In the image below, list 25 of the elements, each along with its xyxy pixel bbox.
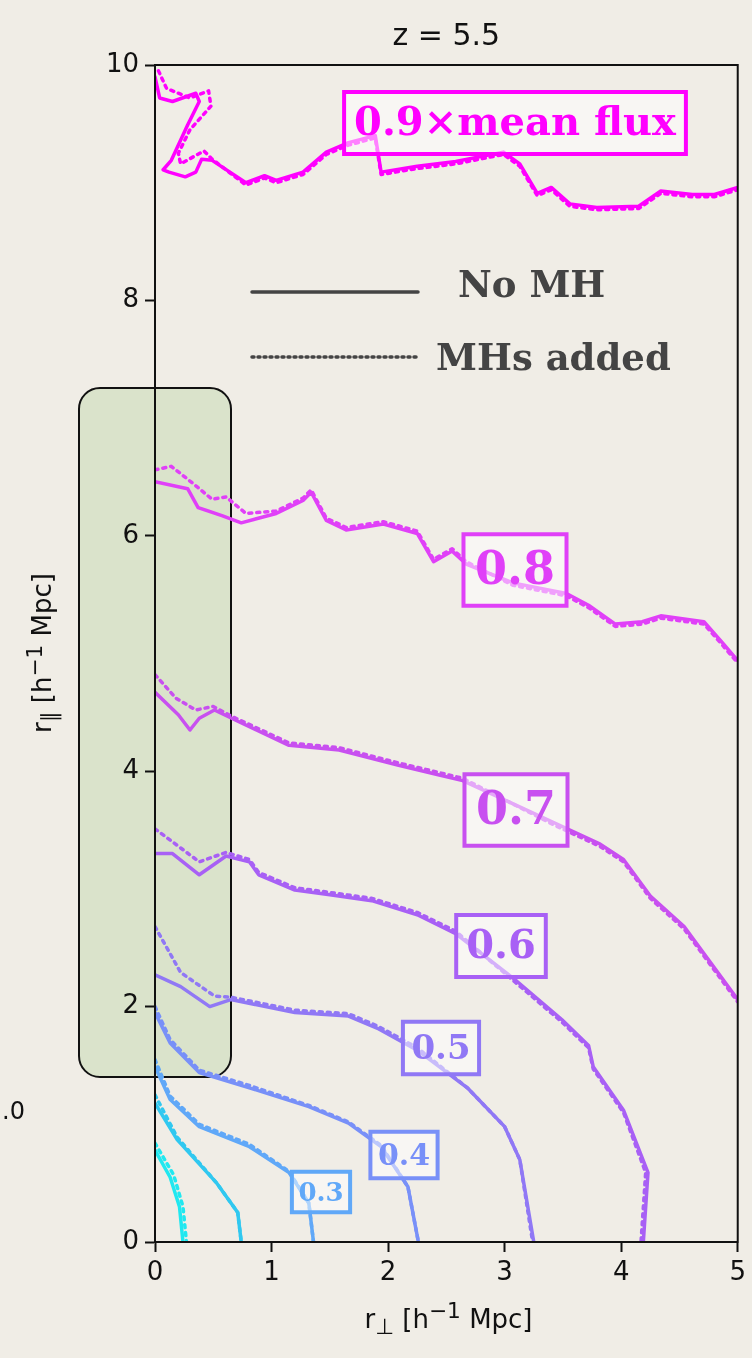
series-label: 0.9×mean flux — [354, 97, 678, 145]
x-tick-label: 4 — [612, 1256, 630, 1287]
series-label: 0.3 — [298, 1176, 344, 1207]
series-label: 0.7 — [475, 780, 557, 835]
y-tick-label: 8 — [122, 283, 139, 314]
y-tick-label: 6 — [122, 518, 139, 549]
text: .0 — [2, 1097, 25, 1126]
x-tick-label: 3 — [496, 1256, 513, 1287]
x-axis-title: r$_{⊥}$ [h$^{−1}$ Mpc] — [363, 1298, 534, 1339]
annotation: No MH — [458, 261, 606, 306]
x-tick-label: 5 — [729, 1256, 746, 1287]
x-tick-label: 2 — [379, 1256, 397, 1287]
series-label: 0.8 — [474, 540, 556, 595]
x-tick-label: 0 — [146, 1256, 164, 1287]
annotation: MHs added — [436, 334, 671, 379]
series-label: 0.4 — [377, 1136, 431, 1172]
y-tick-label: 2 — [122, 989, 139, 1020]
chart-title: z = 5.5 — [392, 17, 501, 52]
series-label: 0.6 — [466, 920, 536, 968]
y-tick-label: 10 — [105, 47, 139, 78]
x-tick-label: 1 — [263, 1256, 280, 1287]
line-series — [155, 1141, 189, 1242]
y-tick-label: 0 — [122, 1224, 139, 1255]
y-tick-label: 4 — [122, 753, 139, 784]
series-label: 0.5 — [411, 1026, 471, 1067]
